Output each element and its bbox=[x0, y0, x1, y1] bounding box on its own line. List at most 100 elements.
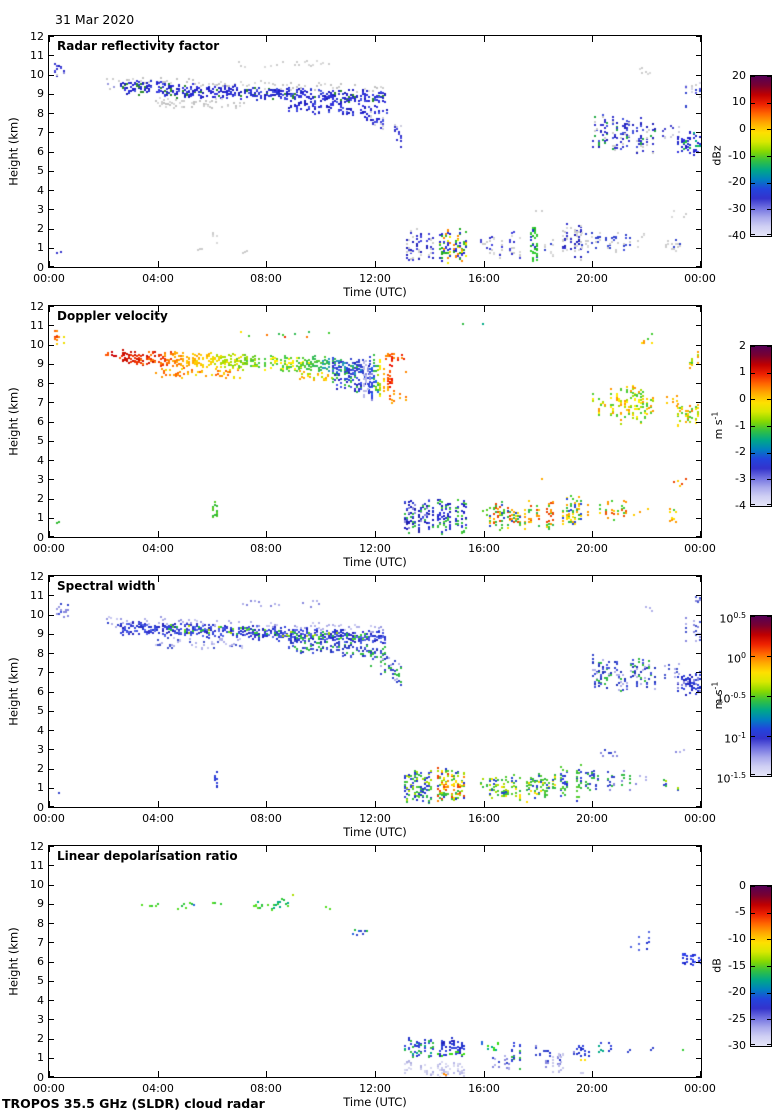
y-tick-mark bbox=[49, 499, 54, 500]
y-tick-mark bbox=[49, 692, 54, 693]
y-tick-label: 0 bbox=[37, 260, 44, 274]
y-tick-label: 4 bbox=[37, 453, 44, 467]
colorbar-tick-mark bbox=[751, 966, 755, 967]
x-tick-label: 00:00 bbox=[684, 542, 716, 555]
x-tick-mark bbox=[49, 801, 50, 807]
y-tick-label: 11 bbox=[30, 588, 44, 602]
x-tick-label: 08:00 bbox=[250, 1082, 282, 1095]
colorbar-tick-label: -10 bbox=[728, 931, 746, 945]
y-tick-mark bbox=[49, 132, 54, 133]
y-tick-mark bbox=[696, 615, 701, 616]
y-tick-mark bbox=[696, 536, 701, 537]
x-tick-mark bbox=[592, 261, 593, 267]
instrument-footer: TROPOS 35.5 GHz (SLDR) cloud radar bbox=[2, 1096, 265, 1111]
y-tick-mark bbox=[696, 75, 701, 76]
y-tick-label: 9 bbox=[37, 87, 44, 101]
y-tick-label: 6 bbox=[37, 685, 44, 698]
colorbar bbox=[750, 885, 772, 1047]
colorbar-tick-mark bbox=[767, 346, 771, 347]
x-tick-label: 12:00 bbox=[359, 542, 391, 555]
y-tick-mark bbox=[49, 634, 54, 635]
y-tick-mark bbox=[696, 981, 701, 982]
x-tick-label: 20:00 bbox=[576, 1082, 608, 1095]
x-tick-mark bbox=[375, 846, 376, 852]
colorbar-tick-mark bbox=[767, 966, 771, 967]
colorbar-tick-label: 0 bbox=[739, 121, 746, 135]
y-tick-mark bbox=[49, 152, 54, 153]
colorbar-tick-mark bbox=[751, 103, 755, 104]
colorbar-tick-mark bbox=[767, 156, 771, 157]
y-tick-mark bbox=[696, 1058, 701, 1059]
x-tick-label: 20:00 bbox=[576, 812, 608, 825]
y-tick-label: 10 bbox=[30, 608, 44, 621]
y-tick-label: 11 bbox=[30, 858, 44, 872]
panel-doppler-velocity: Height (km) Doppler velocity Time (UTC) … bbox=[0, 300, 780, 575]
colorbar bbox=[750, 345, 772, 507]
y-tick-mark bbox=[49, 962, 54, 963]
colorbar-tick-mark bbox=[767, 736, 771, 737]
y-tick-label: 7 bbox=[37, 125, 44, 139]
y-tick-label: 7 bbox=[37, 665, 44, 679]
x-tick-label: 12:00 bbox=[359, 812, 391, 825]
x-tick-mark bbox=[592, 306, 593, 312]
y-tick-label: 8 bbox=[37, 646, 44, 660]
colorbar-tick-mark bbox=[767, 103, 771, 104]
x-tick-mark bbox=[484, 801, 485, 807]
y-tick-mark bbox=[49, 806, 54, 807]
colorbar-tick-label: 1 bbox=[739, 365, 746, 379]
y-tick-mark bbox=[49, 441, 54, 442]
y-tick-mark bbox=[49, 536, 54, 537]
y-tick-label: 9 bbox=[37, 357, 44, 371]
x-tick-label: 04:00 bbox=[142, 542, 174, 555]
x-tick-label: 04:00 bbox=[142, 272, 174, 285]
y-tick-mark bbox=[49, 306, 54, 307]
y-tick-mark bbox=[49, 113, 54, 114]
y-tick-mark bbox=[696, 1076, 701, 1077]
y-tick-mark bbox=[696, 518, 701, 519]
colorbar-tick-mark bbox=[767, 453, 771, 454]
y-tick-mark bbox=[49, 75, 54, 76]
x-tick-label: 12:00 bbox=[359, 1082, 391, 1095]
colorbar-tick-label: -3 bbox=[735, 471, 746, 485]
y-tick-mark bbox=[49, 1019, 54, 1020]
y-tick-label: 12 bbox=[30, 839, 44, 853]
y-tick-mark bbox=[696, 132, 701, 133]
colorbar-tick-mark bbox=[751, 76, 755, 77]
y-tick-mark bbox=[49, 345, 54, 346]
y-tick-label: 9 bbox=[37, 897, 44, 911]
y-tick-label: 8 bbox=[37, 106, 44, 120]
y-tick-mark bbox=[49, 518, 54, 519]
y-tick-label: 5 bbox=[37, 164, 44, 178]
colorbar-tick-label: -25 bbox=[728, 1011, 746, 1025]
y-tick-label: 3 bbox=[37, 202, 44, 216]
colorbar-tick-mark bbox=[751, 504, 755, 505]
x-tick-label: 20:00 bbox=[576, 542, 608, 555]
heatmap-canvas bbox=[49, 846, 701, 1077]
x-tick-mark bbox=[700, 801, 701, 807]
y-tick-mark bbox=[696, 730, 701, 731]
y-tick-mark bbox=[49, 885, 54, 886]
panel-linear-depolarisation-ratio: Height (km) Linear depolarisation ratio … bbox=[0, 840, 780, 1115]
y-tick-mark bbox=[49, 769, 54, 770]
colorbar-tick-mark bbox=[751, 399, 755, 400]
x-tick-mark bbox=[266, 306, 267, 312]
y-tick-mark bbox=[49, 711, 54, 712]
colorbar-tick-mark bbox=[751, 209, 755, 210]
y-tick-mark bbox=[696, 692, 701, 693]
x-tick-label: 08:00 bbox=[250, 812, 282, 825]
heatmap-canvas bbox=[49, 306, 701, 537]
colorbar-tick-mark bbox=[751, 183, 755, 184]
x-tick-mark bbox=[484, 36, 485, 42]
y-tick-mark bbox=[49, 730, 54, 731]
y-tick-label: 0 bbox=[37, 530, 44, 544]
y-tick-mark bbox=[49, 55, 54, 56]
colorbar-tick-label: 10-0.5 bbox=[716, 690, 746, 706]
x-tick-label: 12:00 bbox=[359, 272, 391, 285]
y-tick-mark bbox=[696, 865, 701, 866]
date-label: 31 Mar 2020 bbox=[55, 12, 135, 27]
y-tick-mark bbox=[696, 788, 701, 789]
colorbar-tick-label: 0 bbox=[739, 878, 746, 892]
colorbar-tick-label: -30 bbox=[728, 1038, 746, 1052]
y-tick-mark bbox=[49, 672, 54, 673]
colorbar-tick-mark bbox=[751, 1044, 755, 1045]
